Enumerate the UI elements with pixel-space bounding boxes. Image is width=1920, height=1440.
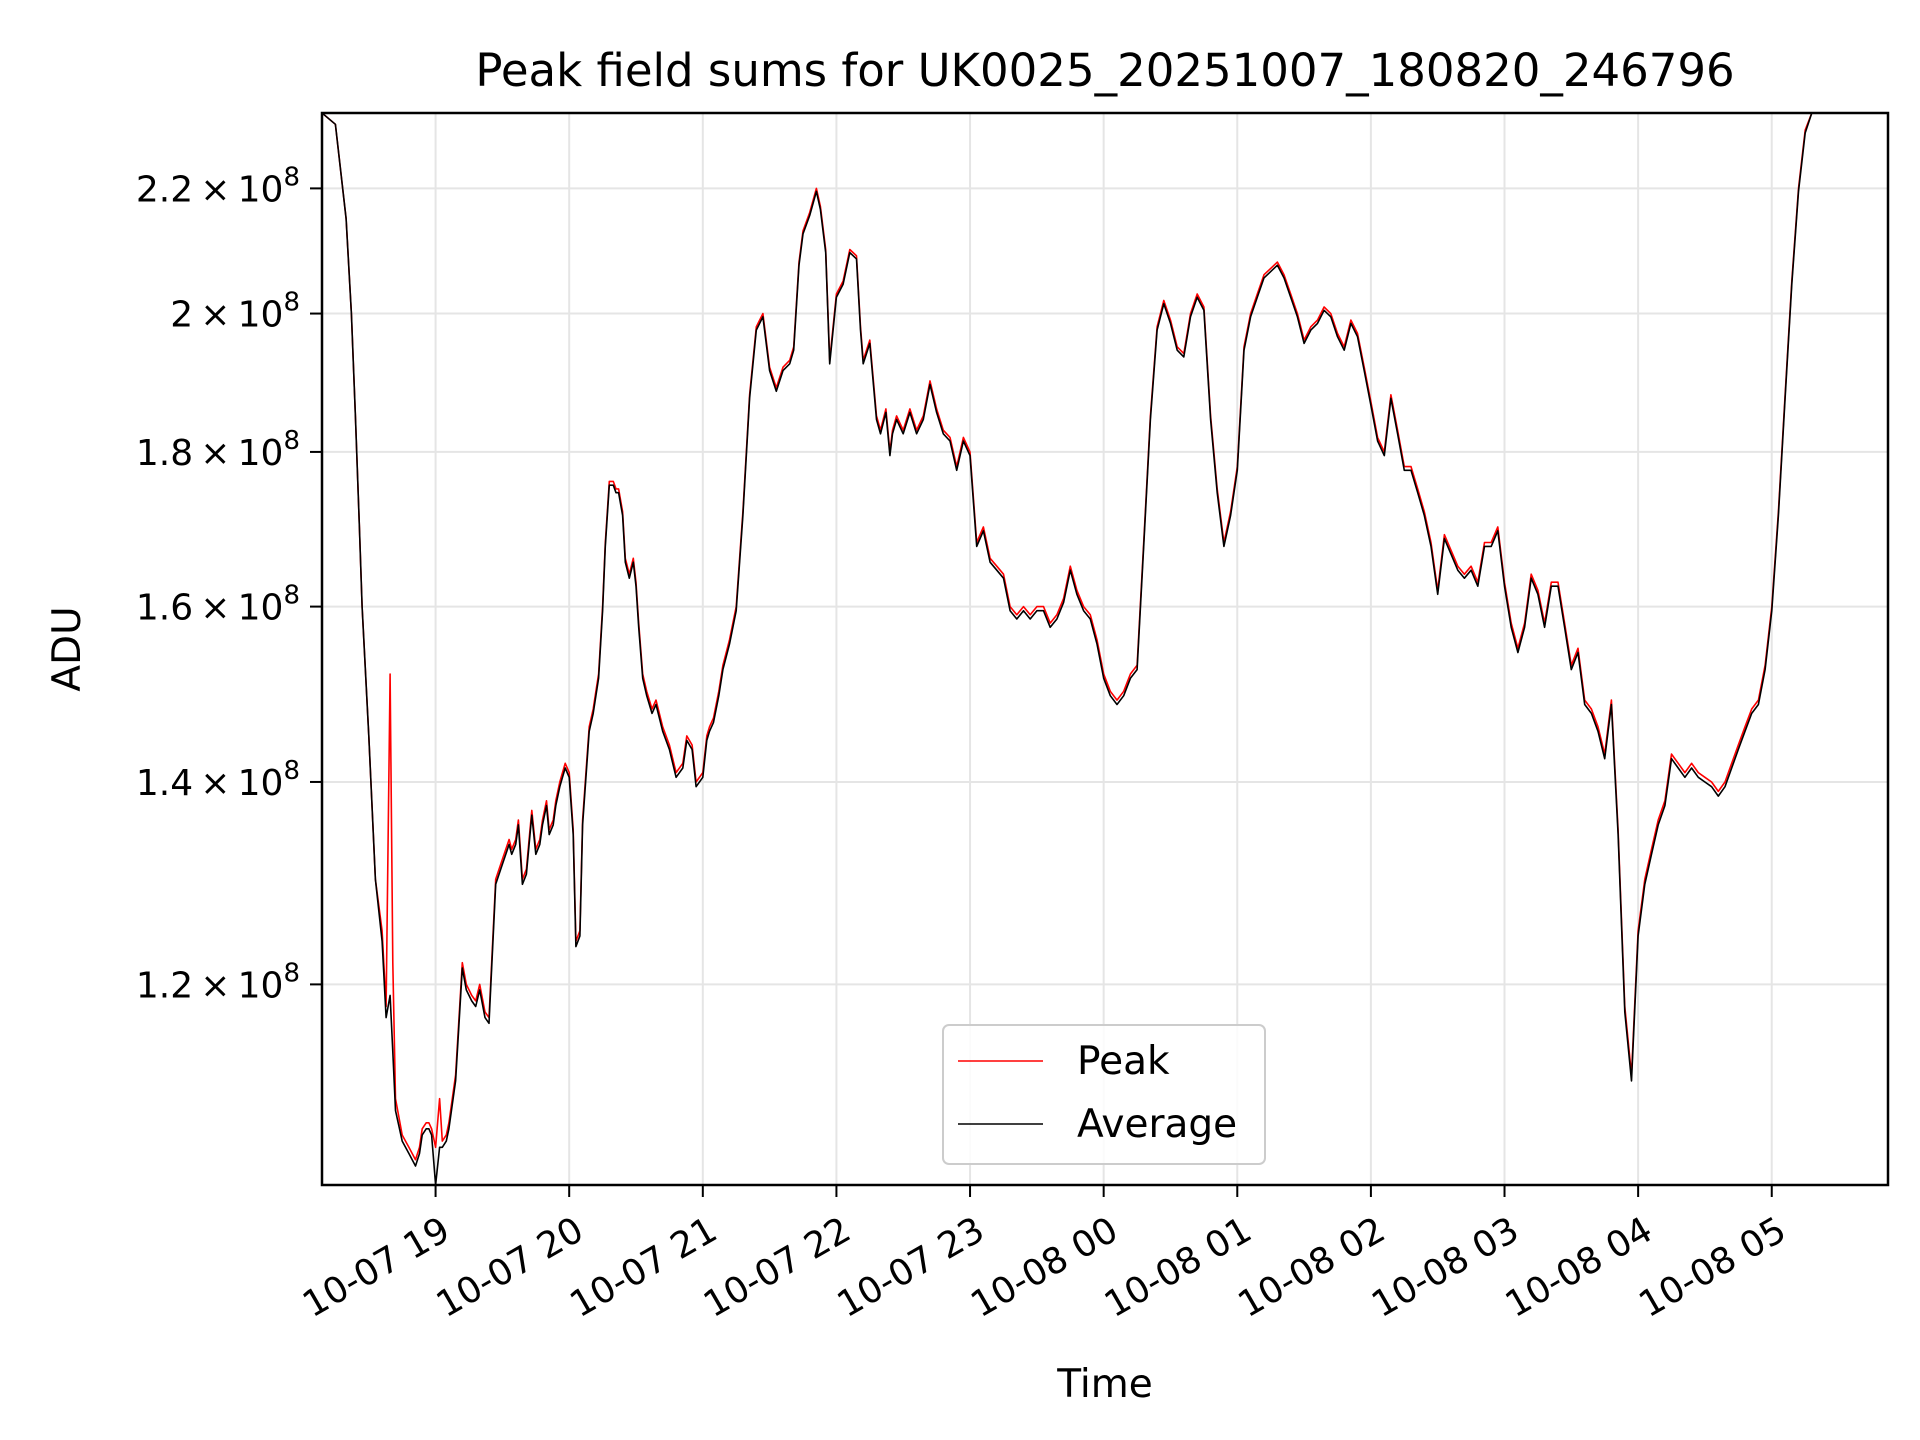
grid bbox=[322, 113, 1888, 1185]
y-tick-label: 2 × 108 bbox=[170, 288, 300, 336]
legend-box bbox=[942, 1024, 1266, 1165]
series-line-average bbox=[322, 113, 1813, 1185]
y-tick-label: 1.6 × 108 bbox=[136, 581, 300, 629]
y-tick-label: 1.4 × 108 bbox=[136, 756, 300, 804]
y-axis-ticks: 1.2 × 108 1.4 × 108 1.6 × 108 1.8 × 108 2 × … bbox=[136, 162, 322, 1006]
legend-peak-label: Peak bbox=[1077, 1039, 1170, 1084]
y-tick-label: 1.2 × 108 bbox=[136, 958, 300, 1006]
y-axis-label: ADU bbox=[45, 606, 90, 691]
x-axis-label: Time bbox=[1056, 1362, 1152, 1407]
plot-frame bbox=[320, 111, 1890, 1187]
y-tick-label: 1.8 × 108 bbox=[136, 426, 300, 474]
chart-title: Peak field sums for UK0025_20251007_1808… bbox=[475, 44, 1734, 97]
y-tick-label: 2.2 × 108 bbox=[136, 162, 300, 210]
legend: Peak Average bbox=[942, 1024, 1266, 1165]
legend-average-label: Average bbox=[1077, 1102, 1237, 1147]
series-layer bbox=[322, 113, 1813, 1185]
